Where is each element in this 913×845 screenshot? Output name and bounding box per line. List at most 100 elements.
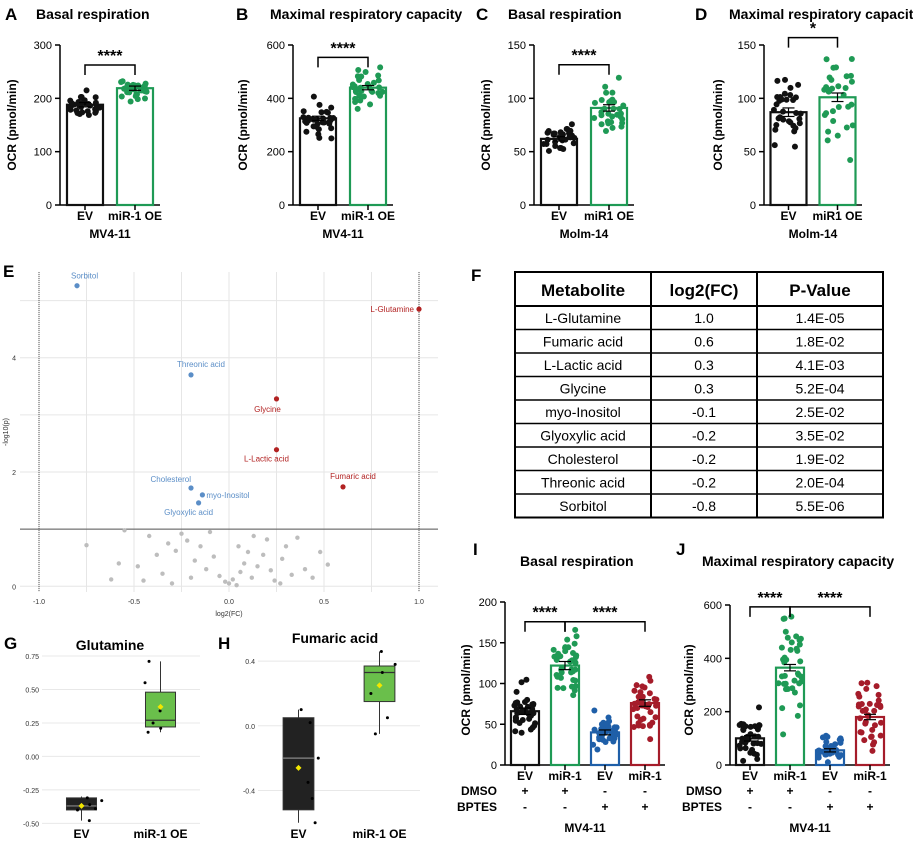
grey-point [325, 562, 330, 567]
grey-point [261, 552, 266, 558]
data-point [775, 680, 782, 687]
panel-e: E -1.0 -0.5 0.0 0.5 1.0 0 2 4 log2(FC) -log10(p) So… [3, 262, 438, 618]
panel-b: B Maximal respiratory capacity 0 200 400 600 O… [236, 5, 462, 241]
metabolite-label: Cholesterol [151, 475, 192, 484]
grey-point [147, 533, 152, 539]
data-point [630, 723, 637, 730]
data-point [869, 726, 876, 733]
table-cell: L-Lactic acid [544, 357, 623, 373]
table-cell: Sorbitol [559, 498, 606, 514]
data-point [323, 108, 330, 115]
data-point [651, 695, 658, 702]
data-point [513, 688, 520, 695]
panel-title: Basal respiration [520, 553, 634, 569]
data-point [316, 756, 320, 760]
data-point [356, 92, 363, 99]
category-label: miR-1 OE [352, 827, 406, 841]
data-point [315, 126, 322, 133]
data-point [830, 118, 837, 125]
significance-stars: **** [533, 605, 559, 622]
category-label: miR1 OE [584, 209, 634, 223]
data-point [349, 81, 356, 88]
data-point [375, 72, 382, 79]
data-point [316, 134, 323, 141]
data-point [591, 99, 598, 106]
grey-point [198, 544, 203, 549]
data-point [631, 687, 638, 694]
grey-point [122, 528, 127, 533]
data-point [781, 654, 788, 661]
data-point [742, 745, 749, 752]
table-cell: -0.8 [692, 498, 716, 514]
data-point [380, 670, 384, 674]
plot-area [258, 645, 420, 826]
cell-line-label: Molm-14 [560, 227, 609, 241]
data-point [740, 757, 747, 764]
data-point [540, 140, 547, 147]
grey-point [289, 572, 294, 578]
treatment-mark: + [826, 800, 833, 814]
table-cell: 5.5E-06 [795, 498, 844, 514]
metabolite-point [340, 484, 346, 490]
data-point [797, 110, 804, 117]
data-point [318, 109, 325, 116]
mean-marker [157, 703, 164, 710]
treatment-mark: - [523, 800, 527, 814]
table-header: Metabolite [541, 281, 625, 300]
data-point [816, 747, 823, 754]
data-point [829, 85, 836, 92]
data-point [620, 102, 627, 109]
data-point [782, 680, 789, 687]
data-point [873, 683, 880, 690]
data-point [523, 676, 530, 683]
category-label: miR-1 OE [133, 827, 187, 841]
y-tick-label: 150 [738, 40, 756, 52]
y-tick-label: 100 [34, 147, 52, 159]
data-point [646, 673, 653, 680]
y-tick-label: 400 [704, 653, 722, 665]
data-point [855, 690, 862, 697]
panel-label-e: E [3, 262, 14, 281]
y-tick-label: 0.00 [25, 754, 39, 761]
data-point [791, 143, 798, 150]
data-point [861, 737, 868, 744]
panel-title: Maximal respiratory capacity [702, 553, 894, 569]
data-point [598, 96, 605, 103]
data-point [784, 686, 791, 693]
data-point [327, 114, 334, 121]
data-point [608, 98, 615, 105]
panel-label-b: B [236, 5, 248, 24]
grey-point [223, 579, 228, 584]
data-point [602, 128, 609, 135]
data-point [829, 108, 836, 115]
panel-h: H Fumaric acid -0.4 0.0 0.4 EV miR-1 OE [218, 630, 420, 841]
grey-point [272, 578, 277, 583]
data-point [530, 701, 537, 708]
data-point [824, 137, 831, 144]
data-point [756, 722, 763, 729]
data-point [796, 680, 803, 687]
data-point [634, 704, 641, 711]
y-tick-label: -0.25 [23, 788, 39, 795]
data-point [545, 147, 552, 154]
table-cell: 0.6 [694, 334, 714, 350]
panel-label-f: F [471, 266, 481, 285]
data-point [127, 86, 134, 93]
table-cell: 5.2E-04 [795, 381, 844, 397]
data-point [847, 72, 854, 79]
data-point [85, 112, 92, 119]
data-point [357, 84, 364, 91]
data-point [594, 746, 601, 753]
y-axis-title: OCR (pmol/min) [479, 79, 493, 170]
data-point [565, 644, 572, 651]
data-point [858, 701, 865, 708]
data-point [573, 652, 580, 659]
metabolite-point [188, 372, 194, 378]
y-tick-label: 100 [479, 679, 497, 691]
data-point [792, 94, 799, 101]
panel-label-d: D [695, 5, 707, 24]
data-point [866, 700, 873, 707]
data-point [647, 709, 654, 716]
panel-title: Maximal respiratory capacity [270, 6, 462, 22]
metabolite-label: Glycine [254, 405, 281, 414]
